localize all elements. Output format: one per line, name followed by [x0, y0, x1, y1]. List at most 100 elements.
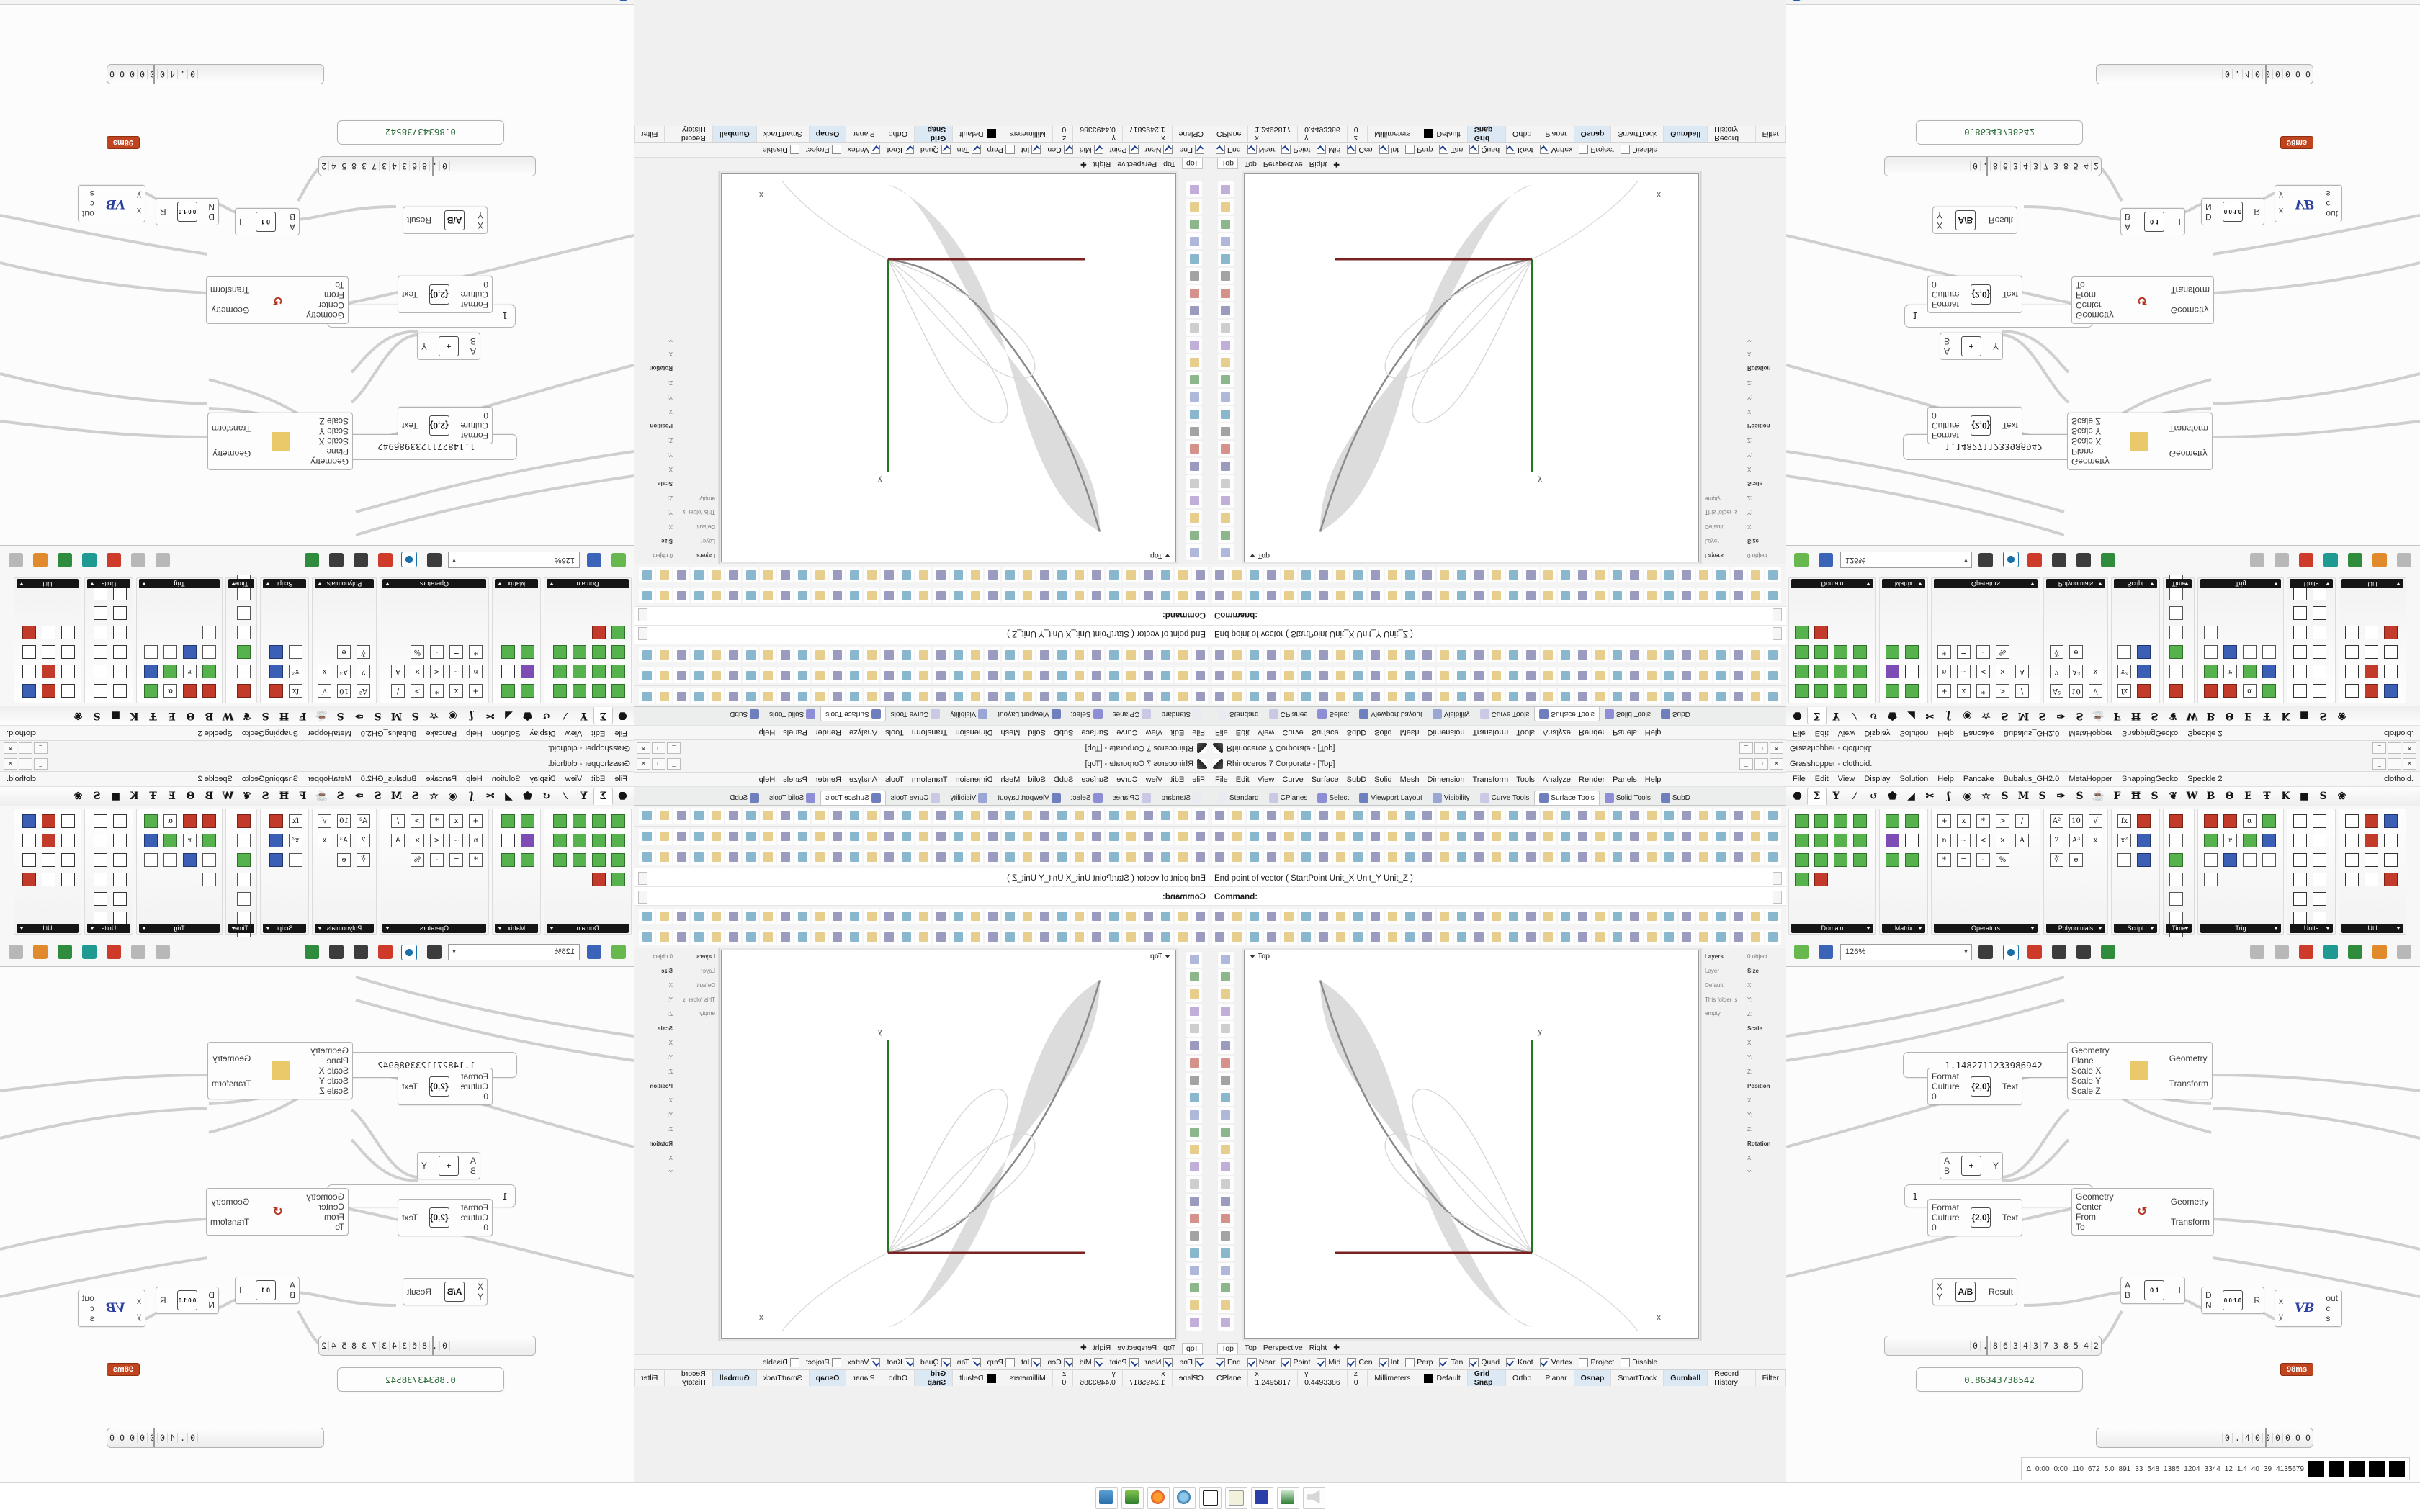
toolbar-icon[interactable] [1054, 667, 1070, 683]
layer-default[interactable]: Default [1703, 519, 1743, 534]
toolbar-icon[interactable] [812, 930, 828, 945]
osnap-quad[interactable]: Quad [920, 1357, 951, 1367]
toolbar-icon[interactable] [898, 588, 914, 603]
menu-item[interactable]: Render [1579, 728, 1605, 737]
toolbar-icon[interactable] [777, 588, 793, 603]
status-grid-snap[interactable]: Grid Snap [913, 125, 953, 143]
toolbar-icon[interactable] [1036, 667, 1052, 683]
menu-item[interactable]: Edit [1170, 728, 1185, 737]
viewport-tool-icon[interactable] [1186, 389, 1202, 405]
viewport-tab-strip[interactable]: Top Top Perspective Right ✚ [1210, 158, 1786, 171]
port-out-text[interactable]: Text [2002, 1081, 2018, 1092]
tab-subd[interactable]: SubD [725, 707, 764, 721]
toolbar-icon[interactable] [1088, 647, 1104, 662]
toolbar-icon[interactable] [1679, 588, 1695, 603]
tab-solid-tools[interactable]: Solid Tools [764, 791, 820, 805]
toolbar-icon[interactable] [708, 688, 724, 704]
toolbar-icon[interactable] [743, 667, 758, 683]
gh-tab-sets[interactable]: Υ [1832, 710, 1840, 721]
gh-tab-plugin-icon2[interactable]: ☕ [2092, 710, 2105, 721]
toolbar-icon[interactable] [1489, 829, 1505, 845]
toolbar-icon[interactable] [1592, 930, 1608, 945]
osnap-project[interactable]: Project [806, 145, 841, 155]
gh-component-range[interactable]: D N 0.0 1.0 R [2201, 198, 2264, 225]
tab-viewport-layout[interactable]: Viewport Layout [992, 791, 1066, 805]
gh-menu-item[interactable]: File [614, 775, 627, 783]
toolbar-icon[interactable] [1420, 909, 1435, 924]
gh-menu-item[interactable]: SnappingGecko [2121, 775, 2179, 783]
toolbar-icon[interactable] [639, 567, 655, 582]
toolbar-icon[interactable] [1368, 647, 1384, 662]
toolbar-icon[interactable] [1123, 930, 1139, 945]
gh-tab-display[interactable]: ◉ [448, 710, 457, 721]
port-in-x[interactable]: x [2279, 1295, 2283, 1306]
osnap-project[interactable]: Project [1579, 145, 1614, 155]
display-teal-icon[interactable] [2321, 942, 2341, 963]
toolbar-icon[interactable] [1437, 688, 1453, 704]
tab-standard[interactable]: Standard [1156, 707, 1207, 721]
toolbar-icon[interactable] [691, 688, 707, 704]
gh-tab-surface[interactable]: ⬟ [523, 710, 532, 721]
menu-item[interactable]: Help [758, 728, 776, 737]
toolbar-icon[interactable] [1247, 808, 1263, 824]
toolbar-icon[interactable] [1489, 930, 1505, 945]
viewport-tab-right[interactable]: Right [1309, 1344, 1327, 1352]
save-file-icon[interactable] [1816, 942, 1837, 963]
toolbar-icon[interactable] [1575, 647, 1591, 662]
rhino-menubar[interactable]: File Edit View Curve Surface SubD Solid … [634, 725, 1210, 739]
prop-group-rotation[interactable]: Rotation [635, 1137, 675, 1151]
toolbar-icon[interactable] [1140, 567, 1156, 582]
toolbar-icon[interactable] [656, 688, 672, 704]
toolbar-icon[interactable] [1175, 647, 1191, 662]
gh-tab-intersect[interactable]: ✂ [485, 710, 495, 721]
toolbar-icon[interactable] [1696, 567, 1712, 582]
gh-ribbon[interactable]: Domain Matrix Operators [0, 575, 634, 706]
toolbar-icon[interactable] [933, 930, 949, 945]
toolbar-icon[interactable] [881, 647, 897, 662]
toolbar-icon[interactable] [794, 808, 810, 824]
viewport-tool-icon[interactable] [1186, 458, 1202, 474]
viewport-tool-icon[interactable] [1186, 1159, 1202, 1175]
port-out-s[interactable]: s [89, 1313, 94, 1323]
os-taskbar[interactable] [0, 1482, 2420, 1512]
toolbar-icon[interactable] [1157, 588, 1173, 603]
toolbar-icon[interactable] [1610, 930, 1626, 945]
toolbar-icon[interactable] [1662, 909, 1677, 924]
toolbar-icon[interactable] [1316, 588, 1332, 603]
rhino-properties-panel[interactable]: Layers Layer Default This folder is empt… [634, 948, 720, 1341]
toolbar-icon[interactable] [1316, 688, 1332, 704]
viewport-tool-icon[interactable] [1218, 251, 1234, 266]
display-orange-icon[interactable] [2370, 550, 2390, 571]
toolbar-icon[interactable] [1350, 930, 1366, 945]
rhino-toolbar-row-5[interactable] [1210, 564, 1786, 585]
toolbar-icon[interactable] [967, 930, 983, 945]
toolbar-icon[interactable] [1123, 829, 1139, 845]
toolbar-icon[interactable] [1036, 647, 1052, 662]
toolbar-icon[interactable] [1558, 667, 1574, 683]
gh-tab-plugin-icon5[interactable]: ■ [2299, 791, 2310, 802]
viewport-label[interactable]: Top [1148, 952, 1173, 960]
toolbar-icon[interactable] [1437, 829, 1453, 845]
menu-item[interactable]: Analyze [848, 775, 878, 784]
viewport-tab-perspective[interactable]: Perspective [1263, 160, 1303, 168]
toolbar-icon[interactable] [967, 588, 983, 603]
toolbar-icon[interactable] [1019, 850, 1035, 865]
tab-select[interactable]: Select [1066, 791, 1108, 805]
toolbar-icon[interactable] [1350, 647, 1366, 662]
toolbar-icon[interactable] [1229, 909, 1245, 924]
osnap-project[interactable]: Project [806, 1357, 841, 1367]
status-gumball[interactable]: Gumball [712, 1370, 756, 1386]
toolbar-icon[interactable] [950, 588, 966, 603]
toolbar-icon[interactable] [1592, 647, 1608, 662]
toolbar-icon[interactable] [1175, 930, 1191, 945]
gh-tab-plugin-f[interactable]: F [2113, 710, 2121, 721]
toolbar-icon[interactable] [1731, 808, 1747, 824]
port-in-geometry[interactable]: Geometry [2071, 456, 2110, 467]
command-prompt-line[interactable]: Command: [1210, 887, 1786, 906]
toolbar-icon[interactable] [760, 808, 776, 824]
preview-eye-icon[interactable] [399, 942, 420, 963]
toolbar-icon[interactable] [1002, 667, 1018, 683]
viewport-tool-icon[interactable] [1218, 1142, 1234, 1158]
viewport-tool-icon[interactable] [1218, 492, 1234, 508]
toolbar-icon[interactable] [1731, 667, 1747, 683]
